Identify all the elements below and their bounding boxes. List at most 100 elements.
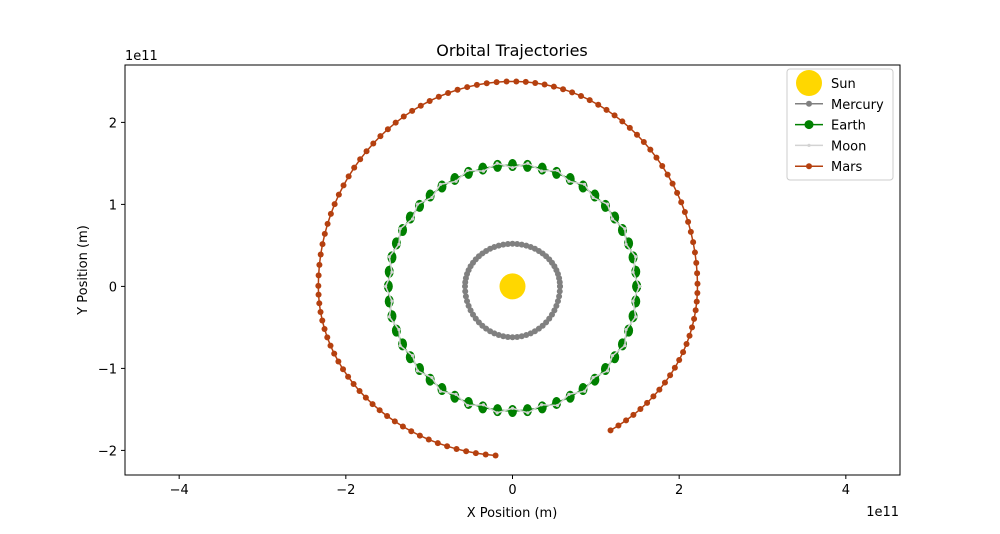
moon-marker: [415, 369, 420, 373]
mars-marker: [493, 79, 500, 86]
mars-marker: [426, 97, 433, 104]
moon-marker: [438, 182, 443, 186]
mars-marker: [356, 387, 363, 394]
mars-marker: [335, 358, 342, 365]
y-tick-label: −2: [98, 444, 117, 459]
mars-marker: [630, 411, 637, 418]
mars-marker: [340, 366, 347, 373]
legend-swatch-sun: [796, 70, 822, 96]
moon-marker: [637, 284, 641, 288]
mars-trajectory-line: [317, 80, 699, 457]
y-tick-label: 0: [109, 280, 117, 295]
moon-marker: [555, 403, 560, 408]
mars-marker: [611, 112, 618, 119]
moon-marker: [430, 195, 434, 200]
earth-marker: [508, 405, 517, 418]
mars-marker: [351, 164, 358, 171]
legend-item-mercury: Mercury: [795, 98, 884, 113]
x-tick-label: 0: [508, 483, 516, 498]
mars-marker: [315, 272, 322, 279]
mars-marker: [369, 401, 376, 408]
mars-marker: [370, 140, 377, 147]
mercury-marker: [518, 241, 525, 248]
mars-marker: [321, 325, 328, 332]
y-axis-ticks: −2 −1 0 1 2: [98, 116, 125, 459]
moon-marker: [582, 182, 587, 186]
mars-marker: [691, 315, 698, 322]
mars-marker: [315, 282, 322, 289]
moon-marker: [526, 161, 530, 165]
mars-marker: [399, 423, 406, 430]
moon-marker: [390, 299, 394, 303]
mars-marker: [327, 210, 334, 217]
moon-marker: [634, 255, 638, 259]
mars-marker: [492, 452, 499, 459]
legend-label-moon: Moon: [831, 139, 866, 154]
moon-marker: [410, 354, 415, 358]
legend-swatch-marker-earth: [804, 120, 814, 130]
mars-marker: [694, 289, 701, 296]
mars-marker: [693, 259, 700, 266]
mars-marker: [473, 81, 480, 88]
mars-marker: [640, 139, 647, 146]
moon-marker: [415, 202, 420, 206]
mercury-marker: [462, 288, 469, 295]
axes-frame: [124, 64, 901, 476]
mars-marker: [692, 307, 699, 314]
mars-marker: [637, 406, 644, 413]
mars-marker: [409, 107, 416, 114]
mars-marker: [331, 350, 338, 357]
mars-marker: [350, 380, 357, 387]
mars-marker: [317, 251, 324, 258]
mars-marker: [619, 118, 626, 125]
moon-marker: [591, 376, 595, 380]
plot-area: [315, 78, 701, 459]
moon-marker: [567, 179, 571, 183]
legend-label-mars: Mars: [831, 160, 863, 175]
mars-marker: [607, 427, 614, 434]
mars-marker: [676, 357, 683, 364]
moon-series: [384, 161, 641, 415]
y-tick-label: 1: [109, 198, 117, 213]
moon-marker: [397, 328, 401, 332]
mars-marker: [435, 93, 442, 100]
mercury-marker: [462, 293, 469, 300]
mars-marker: [669, 180, 676, 187]
mars-marker: [623, 417, 630, 424]
mercury-marker: [514, 240, 521, 247]
mars-marker: [483, 80, 490, 87]
mercury-marker: [523, 242, 530, 249]
moon-marker: [591, 195, 595, 200]
earth-marker: [493, 159, 503, 172]
moon-marker: [495, 161, 499, 165]
mars-marker: [453, 445, 460, 452]
moon-marker: [624, 328, 628, 332]
mars-marker: [671, 364, 678, 371]
mars-marker: [650, 393, 657, 400]
earth-marker: [522, 404, 532, 417]
moon-marker: [510, 166, 515, 170]
mars-marker: [345, 373, 352, 380]
mars-marker: [317, 308, 324, 315]
moon-marker: [481, 169, 486, 173]
mars-marker: [340, 182, 347, 189]
moon-marker: [605, 369, 610, 373]
moon-marker: [438, 389, 443, 393]
mars-marker: [444, 443, 451, 450]
moon-marker: [582, 389, 587, 393]
mercury-marker: [554, 298, 561, 305]
mercury-series: [462, 240, 563, 341]
mars-marker: [680, 349, 687, 356]
mars-marker: [417, 102, 424, 109]
mars-marker: [316, 300, 323, 307]
mars-marker: [664, 171, 671, 178]
mars-marker: [384, 126, 391, 133]
mercury-marker: [465, 302, 472, 309]
moon-marker: [465, 168, 470, 173]
moon-marker: [465, 403, 470, 408]
earth-marker: [522, 159, 532, 172]
sun-series: [499, 273, 526, 300]
legend-frame: [786, 68, 894, 181]
mars-marker: [425, 436, 432, 443]
